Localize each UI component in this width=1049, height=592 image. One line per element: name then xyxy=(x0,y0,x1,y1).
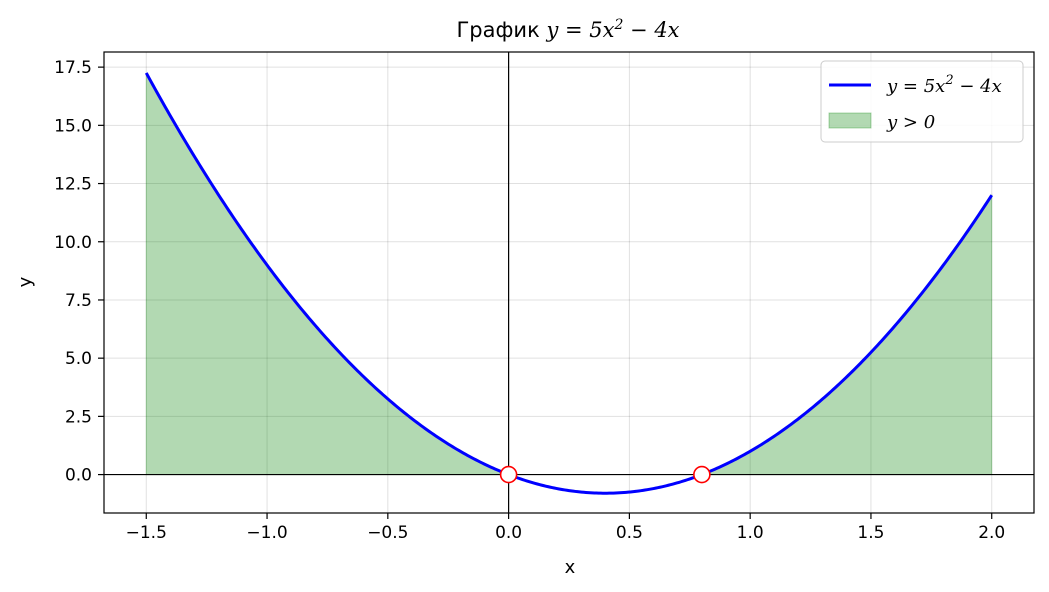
y-tick-label: 10.0 xyxy=(54,233,92,253)
x-tick-label: −0.5 xyxy=(367,523,408,543)
root-markers xyxy=(499,465,711,484)
y-axis-ticks: 0.0 2.5 5.0 7.5 10.0 12.5 15.0 17.5 xyxy=(54,58,104,486)
function-curve xyxy=(144,72,993,495)
x-tick-label: −1.0 xyxy=(246,523,287,543)
root-marker xyxy=(499,465,518,484)
y-tick-label: 15.0 xyxy=(54,116,92,136)
x-tick-label: 2.0 xyxy=(978,523,1005,543)
y-tick-label: 12.5 xyxy=(54,175,92,195)
legend-box xyxy=(820,60,1024,143)
legend-label-fill: y > 0 xyxy=(886,112,935,133)
legend: y = 5x2 − 4x y > 0 xyxy=(820,60,1024,143)
y-tick-label: 5.0 xyxy=(65,349,92,369)
curve-line xyxy=(144,72,993,495)
legend-label-curve: y = 5x2 − 4x xyxy=(886,73,1002,97)
x-tick-label: 1.5 xyxy=(857,523,884,543)
x-tick-label: 0.0 xyxy=(495,523,522,543)
y-tick-label: 7.5 xyxy=(65,291,92,311)
x-axis-label: x xyxy=(565,557,576,578)
x-axis-ticks: −1.5 −1.0 −0.5 0.0 0.5 1.0 1.5 2.0 xyxy=(126,513,1005,543)
chart-title: График y = 5x2 − 4x xyxy=(456,17,679,42)
y-axis-label: y xyxy=(15,276,36,287)
y-tick-label: 2.5 xyxy=(65,407,92,427)
x-tick-label: 1.0 xyxy=(737,523,764,543)
plot-frame xyxy=(103,51,1035,514)
legend-fill-swatch xyxy=(828,112,872,129)
zero-axes xyxy=(104,52,1034,513)
y-tick-label: 17.5 xyxy=(54,58,92,78)
y-tick-label: 0.0 xyxy=(65,466,92,486)
x-tick-label: −1.5 xyxy=(126,523,167,543)
x-tick-label: 0.5 xyxy=(616,523,643,543)
root-marker xyxy=(693,465,711,484)
